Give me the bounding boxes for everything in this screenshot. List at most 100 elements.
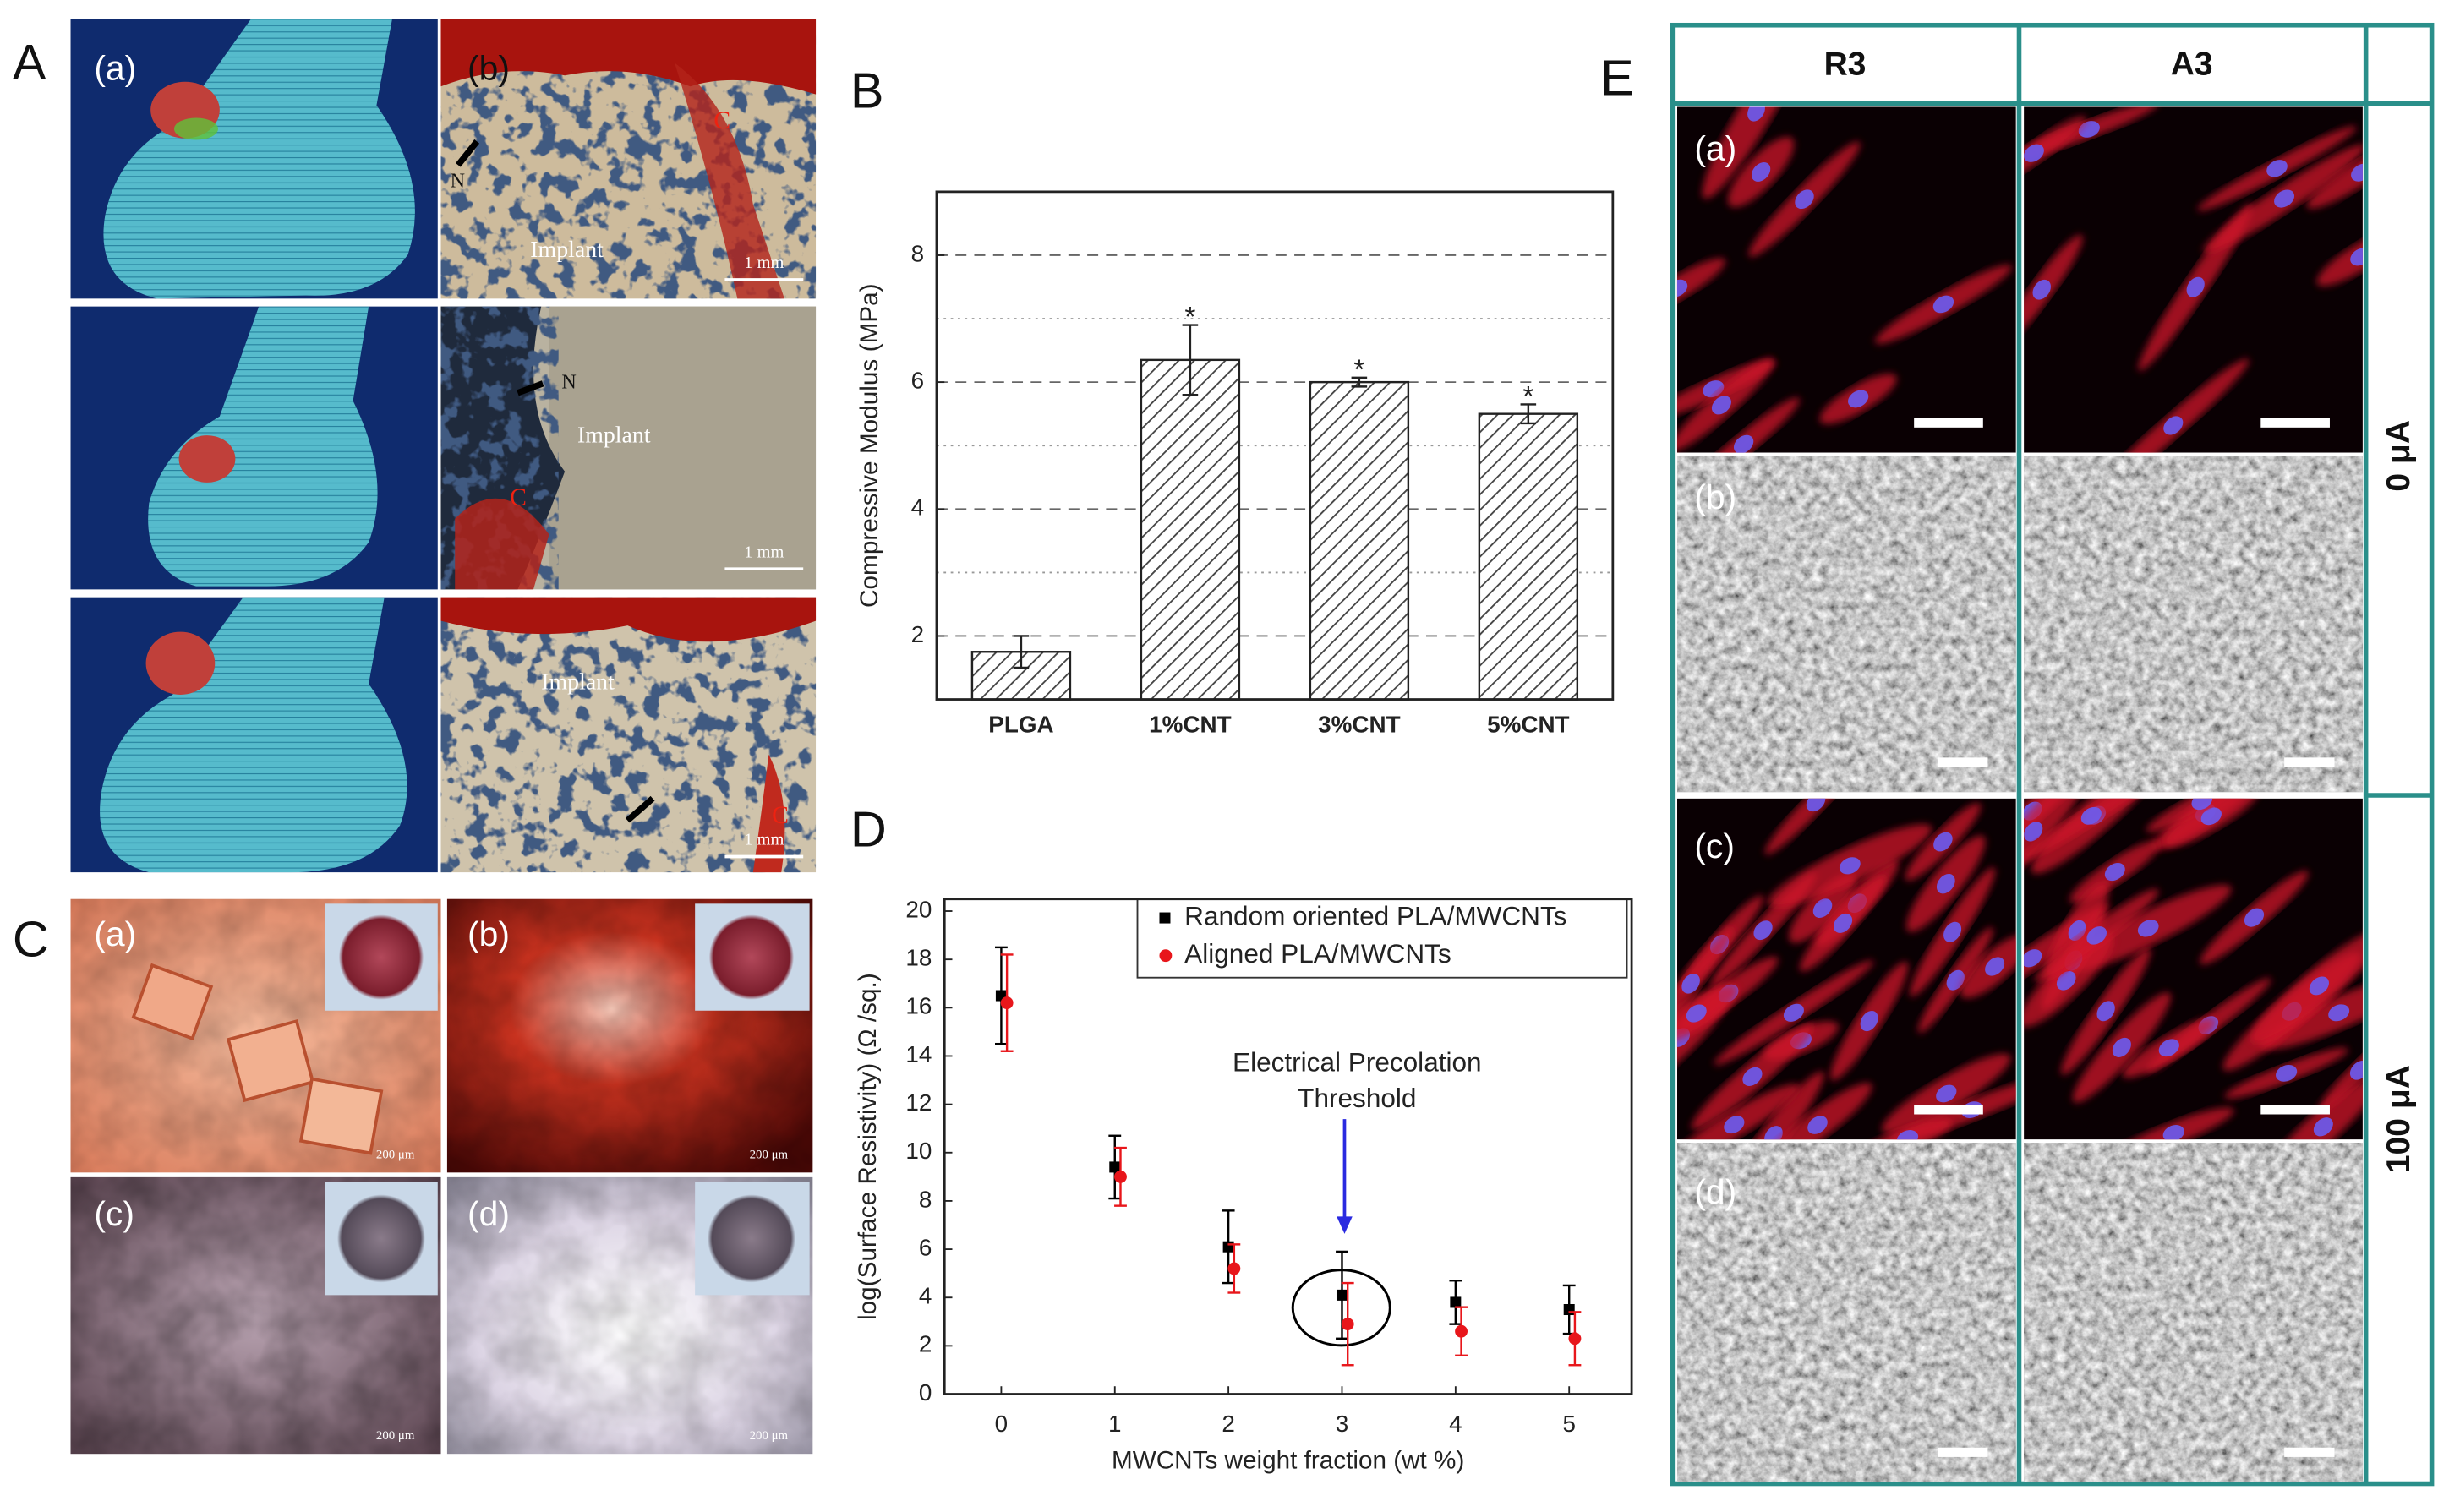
sub-label: (a) xyxy=(94,914,136,953)
nucleus xyxy=(2024,949,2042,968)
x-tick-label: 4 xyxy=(1449,1411,1462,1437)
y-tick-label: 14 xyxy=(905,1041,932,1067)
nucleus xyxy=(2032,279,2051,300)
y-tick-label: 4 xyxy=(919,1283,932,1309)
x-tick-label: 5 xyxy=(1562,1411,1575,1437)
image-content xyxy=(2024,106,2363,453)
nucleus xyxy=(1896,1130,1919,1140)
image-content xyxy=(2024,798,2363,1140)
nucleus xyxy=(1733,434,1754,453)
nucleus xyxy=(1946,969,1965,991)
scale-label: 200 μm xyxy=(750,1429,789,1443)
nucleus xyxy=(1806,798,1826,812)
sub-label: (b) xyxy=(467,914,510,953)
inset xyxy=(325,903,810,1296)
nucleus xyxy=(1936,1084,1957,1103)
legend-box xyxy=(1136,898,1628,979)
nucleus xyxy=(1783,1003,1804,1022)
legend-label: Aligned PLA/MWCNTs xyxy=(1184,938,1451,969)
y-tick-label: 8 xyxy=(911,240,924,266)
y-tick-label: 12 xyxy=(905,1089,932,1116)
significance-label: * xyxy=(1184,302,1195,333)
nucleus xyxy=(1812,898,1833,918)
panel-label: C xyxy=(13,910,49,967)
micrograph xyxy=(1676,456,2016,793)
nucleus xyxy=(1681,973,1700,994)
nucleus xyxy=(2309,976,2330,996)
scale-bar xyxy=(2284,757,2335,767)
marker xyxy=(1336,1289,1348,1301)
annotation: C xyxy=(713,107,730,134)
micrograph xyxy=(2024,456,2363,793)
image-content xyxy=(2024,456,2363,793)
image-content xyxy=(2024,1142,2363,1482)
y-tick-label: 2 xyxy=(919,1331,932,1357)
nucleus xyxy=(1686,1004,1707,1023)
nucleus xyxy=(1795,189,1814,210)
histology-image xyxy=(440,597,817,873)
marker xyxy=(1114,1170,1127,1183)
y-tick-label: 2 xyxy=(911,621,924,647)
nucleus xyxy=(2266,160,2288,177)
sub-label: (a) xyxy=(94,48,136,87)
nucleus xyxy=(1711,396,1731,415)
nucleus xyxy=(1807,1116,1828,1134)
marker xyxy=(1455,1324,1468,1338)
nucleus xyxy=(2244,908,2265,927)
scale-label: 1 mm xyxy=(744,831,784,849)
chart: 2 4 6 8 Compressive Modulus (MPa) PLGA * 1%CNT *… xyxy=(856,190,1615,738)
annotation: C xyxy=(510,484,527,511)
texture xyxy=(1676,1142,2016,1482)
nucleus xyxy=(1742,1067,1763,1086)
nucleus xyxy=(2024,822,2043,842)
image-content xyxy=(1676,456,2016,793)
bar xyxy=(1309,380,1410,701)
micrograph xyxy=(2024,106,2363,453)
histology-image xyxy=(440,19,817,299)
x-tick-label: 2 xyxy=(1222,1411,1234,1437)
nucleus xyxy=(2350,248,2363,266)
texture xyxy=(2024,1142,2363,1482)
scale-bar xyxy=(724,278,804,859)
bar xyxy=(1478,412,1579,701)
y-tick-label: 16 xyxy=(905,993,932,1019)
panel-e xyxy=(1670,22,2435,1487)
nucleus xyxy=(1848,390,1869,408)
scale-bar xyxy=(2260,418,2330,428)
nucleus xyxy=(1936,873,1955,894)
sub-label: (c) xyxy=(94,1194,134,1233)
panel-a xyxy=(70,19,817,873)
y-axis-label: Compressive Modulus (MPa) xyxy=(856,283,883,608)
column-header: R3 xyxy=(1824,46,1867,82)
sub-label: (a) xyxy=(1694,128,1736,167)
bar xyxy=(1140,358,1241,701)
y-tick-label: 20 xyxy=(905,896,932,922)
marker xyxy=(1563,1304,1575,1316)
significance-label: * xyxy=(1522,381,1533,412)
nucleus xyxy=(2191,798,2212,811)
nucleus xyxy=(1753,920,1773,941)
sub-label: (c) xyxy=(1694,827,1735,865)
image-content xyxy=(1676,106,2016,453)
column-header: A3 xyxy=(2171,46,2213,82)
nucleus xyxy=(2158,1039,2179,1057)
micrograph xyxy=(1676,106,2016,453)
nucleus xyxy=(2080,806,2102,825)
scale-label: 200 μm xyxy=(750,1148,789,1161)
significance-label: * xyxy=(1353,354,1364,385)
annotation: Electrical Precolation xyxy=(1233,1046,1482,1077)
x-axis-label: MWCNTs weight fraction (wt %) xyxy=(1112,1446,1464,1474)
plot-frame xyxy=(935,190,1615,701)
nucleus xyxy=(2078,121,2100,138)
ct-image xyxy=(70,306,438,590)
scale-label: 200 μm xyxy=(376,1148,415,1161)
marker xyxy=(1222,1241,1234,1253)
sub-label: (d) xyxy=(1694,1172,1736,1211)
marker xyxy=(1227,1262,1241,1275)
nucleus xyxy=(1751,162,1771,182)
nucleus xyxy=(2112,1037,2131,1057)
scale-bar xyxy=(2284,1447,2335,1457)
nucleus xyxy=(2200,807,2222,826)
crystals xyxy=(131,963,384,1155)
